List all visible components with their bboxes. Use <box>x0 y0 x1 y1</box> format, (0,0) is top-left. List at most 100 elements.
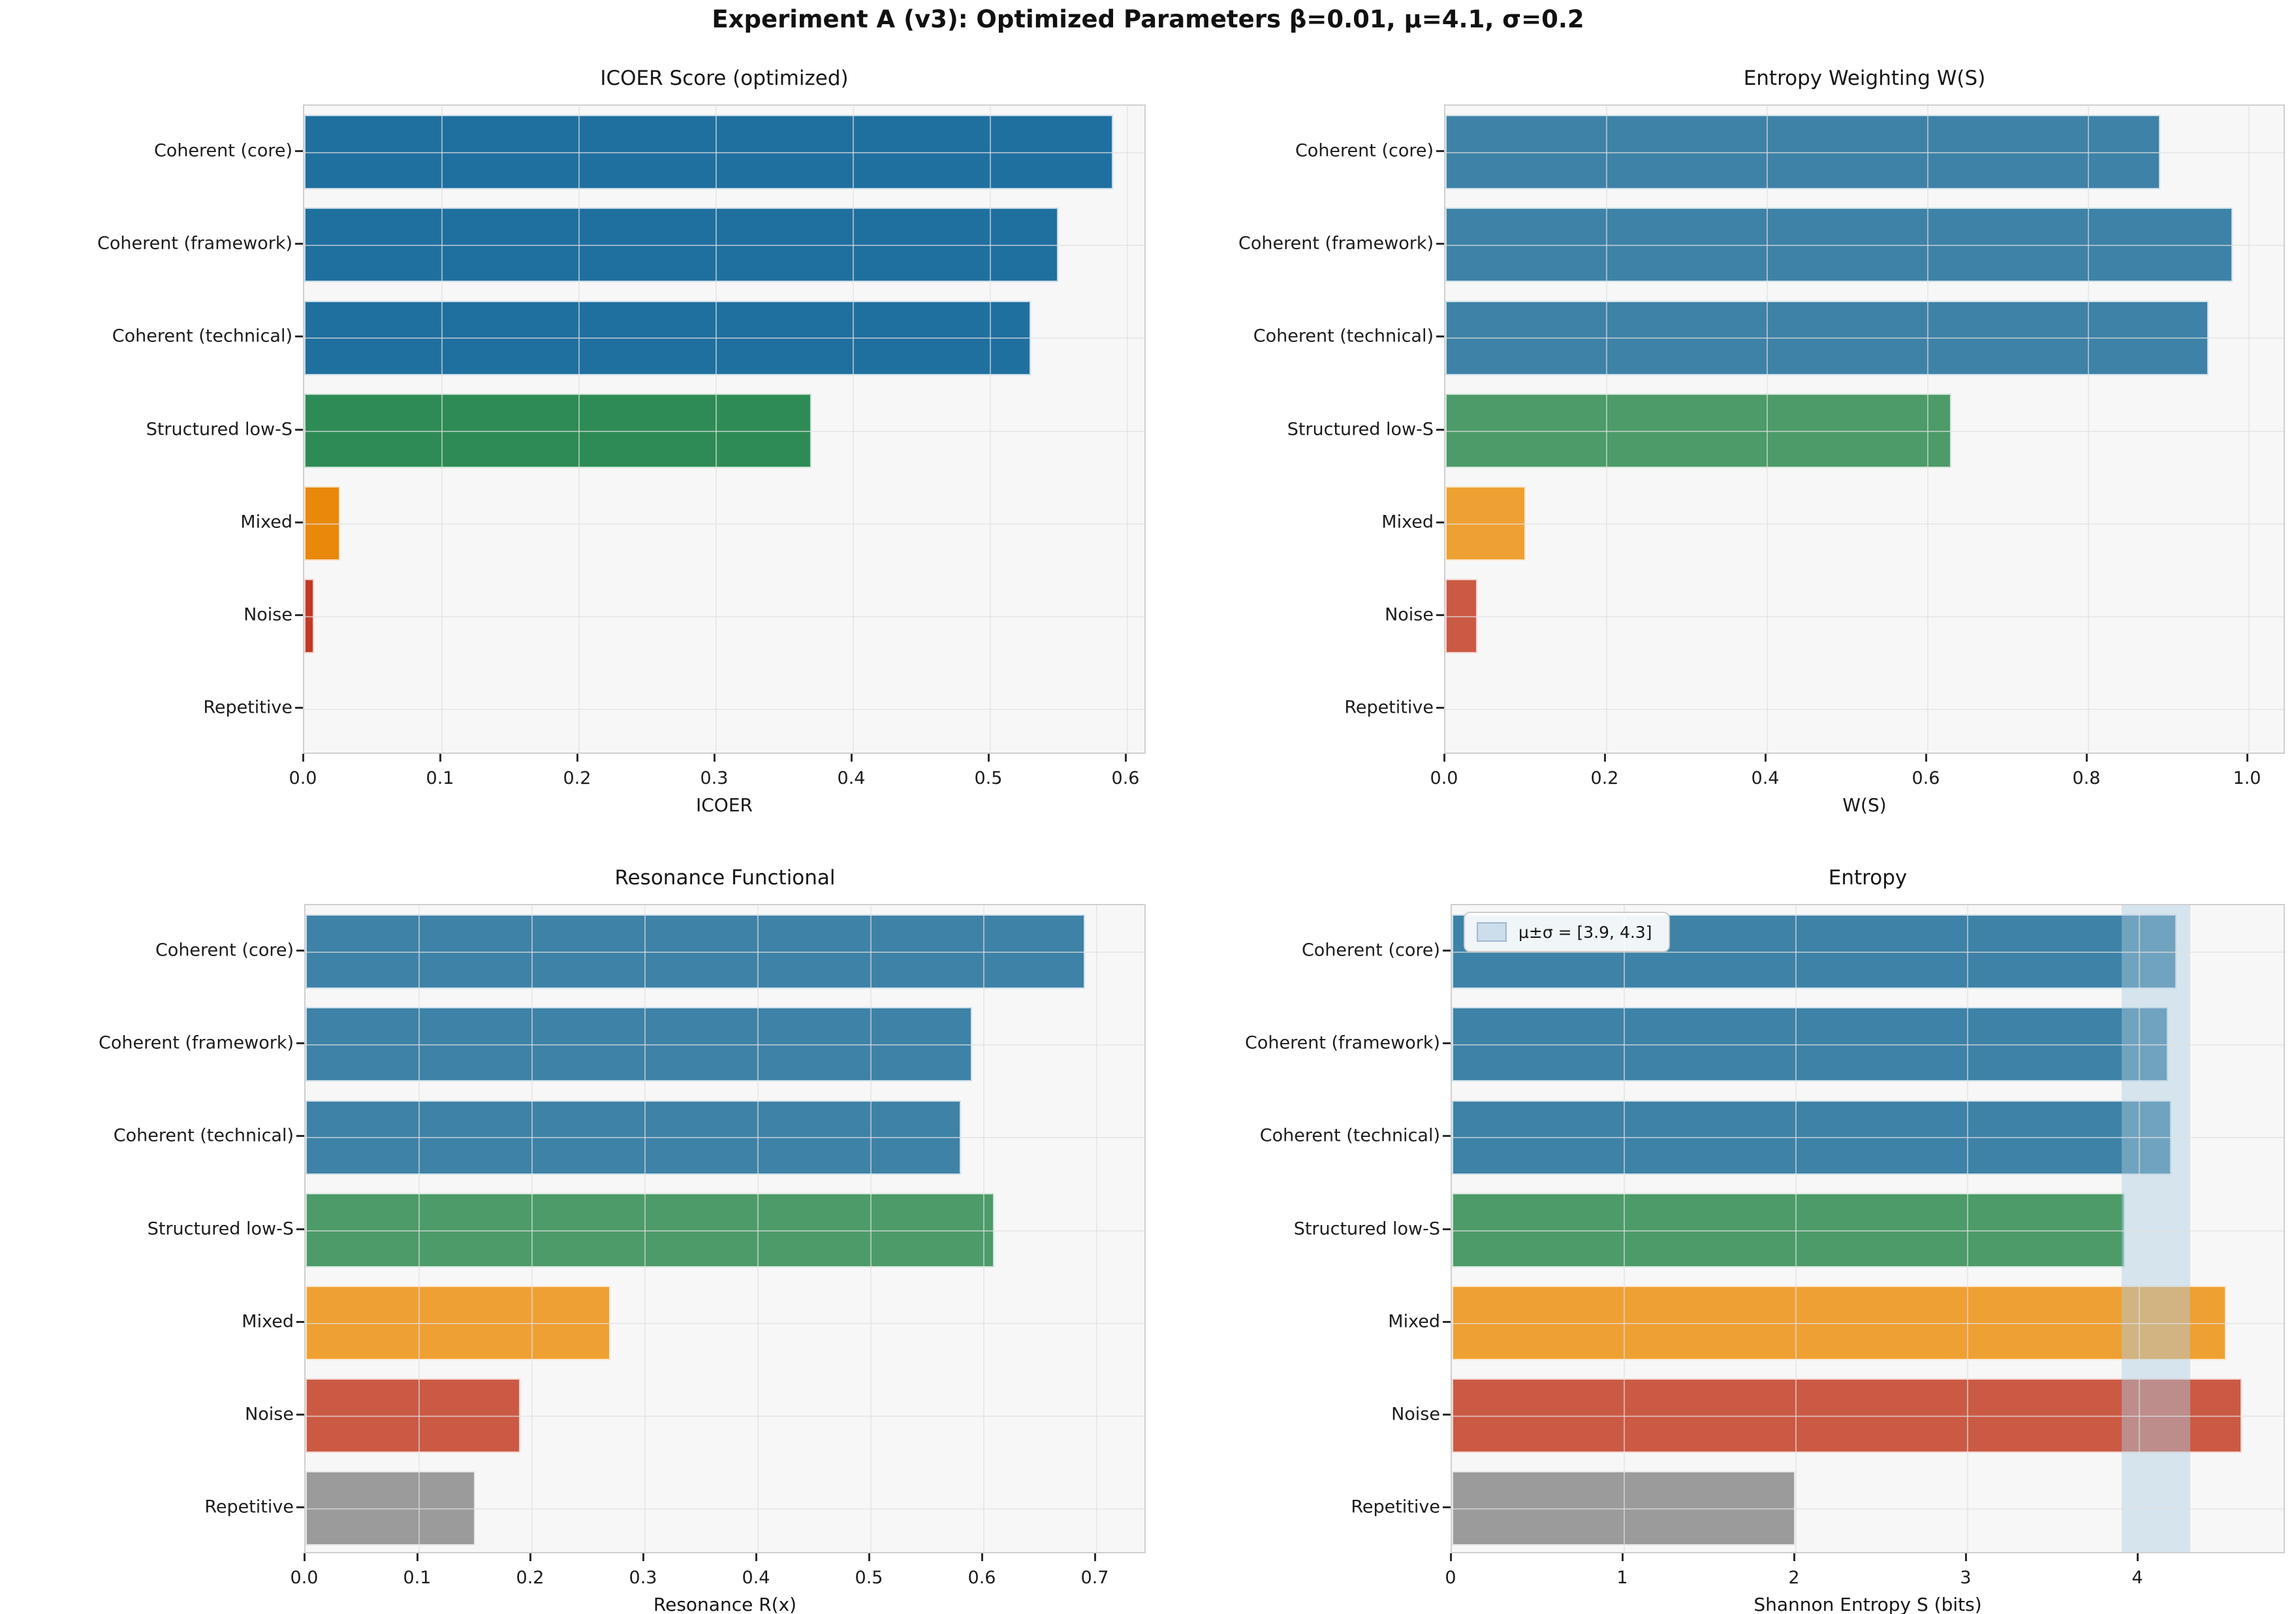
gridline-y <box>1452 1137 2284 1138</box>
x-tick-label: 0.0 <box>289 768 317 788</box>
gridline-y <box>304 616 1144 617</box>
y-tick-mark <box>295 150 303 152</box>
x-tick-mark <box>302 754 304 762</box>
gridline-x <box>716 106 717 753</box>
x-tick-label: 0.2 <box>516 1568 544 1588</box>
gridline-y <box>1445 431 2284 432</box>
x-tick-mark <box>1604 754 1606 762</box>
gridline-x <box>870 905 872 1552</box>
gridline-x <box>853 106 854 753</box>
sigma-band <box>2122 905 2190 1552</box>
y-tick-mark <box>1436 243 1444 245</box>
x-tick-mark <box>642 1553 644 1561</box>
x-tick-mark <box>2086 754 2088 762</box>
y-tick-mark <box>295 707 303 709</box>
gridline-y <box>304 709 1144 710</box>
y-tick-label: Mixed <box>240 512 292 533</box>
x-tick-label: 0.6 <box>1111 768 1140 788</box>
x-tick-mark <box>868 1553 870 1561</box>
y-tick-mark <box>1443 1228 1451 1230</box>
gridline-x <box>1606 106 1607 753</box>
gridline-y <box>1445 709 2284 710</box>
gridline-y <box>1452 1323 2284 1324</box>
gridline-x <box>990 106 991 753</box>
y-tick-label: Coherent (core) <box>1301 940 1440 961</box>
x-tick-mark <box>529 1553 531 1561</box>
x-tick-mark <box>1925 754 1927 762</box>
gridline-y <box>304 523 1144 525</box>
gridline-y <box>304 337 1144 339</box>
x-tick-label: 0.7 <box>1080 1568 1109 1588</box>
y-tick-mark <box>296 1506 304 1508</box>
plot-area <box>1444 104 2285 754</box>
y-tick-label: Coherent (core) <box>1295 140 1434 161</box>
y-tick-mark <box>295 614 303 616</box>
x-tick-mark <box>439 754 441 762</box>
plot-area <box>1451 904 2285 1553</box>
x-axis-label: Shannon Entropy S (bits) <box>1753 1594 1982 1614</box>
gridline-x <box>1096 905 1097 1552</box>
gridline-y <box>1452 1230 2284 1232</box>
x-tick-mark <box>714 754 716 762</box>
x-tick-mark <box>1443 754 1445 762</box>
y-tick-mark <box>1443 1135 1451 1137</box>
y-tick-label: Noise <box>1385 604 1434 625</box>
y-tick-mark <box>1443 1414 1451 1416</box>
x-tick-label: 0.4 <box>742 1568 770 1588</box>
x-tick-mark <box>1094 1553 1096 1561</box>
y-tick-mark <box>1443 1321 1451 1323</box>
y-tick-mark <box>295 429 303 431</box>
y-tick-mark <box>296 1414 304 1416</box>
x-tick-mark <box>981 1553 983 1561</box>
x-tick-label: 0.8 <box>2072 768 2101 788</box>
subplot-title: Entropy <box>1828 866 1908 890</box>
gridline-x <box>2088 106 2089 753</box>
x-tick-mark <box>1793 1553 1795 1561</box>
x-tick-label: 3 <box>1960 1568 1972 1588</box>
gridline-x <box>1624 905 1625 1552</box>
y-tick-label: Structured low-S <box>147 1218 294 1239</box>
x-tick-label: 0.3 <box>700 768 729 788</box>
figure-title: Experiment A (v3): Optimized Parameters … <box>712 5 1584 33</box>
y-tick-label: Coherent (core) <box>153 140 292 161</box>
x-tick-mark <box>988 754 990 762</box>
x-axis-label: Resonance R(x) <box>653 1594 797 1614</box>
gridline-x <box>1927 106 1928 753</box>
y-tick-label: Coherent (technical) <box>1253 326 1434 347</box>
x-tick-label: 0.6 <box>1911 768 1940 788</box>
x-tick-mark <box>1125 754 1127 762</box>
y-tick-mark <box>295 335 303 337</box>
x-tick-mark <box>1765 754 1767 762</box>
subplot-title: Entropy Weighting W(S) <box>1743 67 1986 90</box>
gridline-x <box>2139 905 2140 1552</box>
y-tick-label: Coherent (framework) <box>97 233 292 254</box>
x-tick-label: 1 <box>1616 1568 1628 1588</box>
gridline-x <box>644 905 646 1552</box>
x-tick-mark <box>2137 1553 2139 1561</box>
x-tick-label: 0.2 <box>563 768 591 788</box>
x-tick-mark <box>417 1553 418 1561</box>
gridline-y <box>1445 337 2284 339</box>
gridline-y <box>1445 523 2284 525</box>
gridline-y <box>306 1230 1144 1232</box>
x-tick-mark <box>1965 1553 1967 1561</box>
gridline-y <box>306 1323 1144 1324</box>
y-tick-label: Coherent (technical) <box>113 1125 294 1146</box>
gridline-x <box>531 905 533 1552</box>
gridline-x <box>578 106 580 753</box>
gridline-y <box>1452 1508 2284 1510</box>
gridline-y <box>1445 152 2284 153</box>
y-tick-mark <box>1436 429 1444 431</box>
y-tick-label: Coherent (framework) <box>99 1032 294 1053</box>
y-tick-label: Mixed <box>242 1311 294 1332</box>
y-tick-mark <box>1443 950 1451 952</box>
gridline-x <box>418 905 420 1552</box>
y-tick-mark <box>295 521 303 523</box>
y-tick-mark <box>296 1228 304 1230</box>
legend-label: μ±σ = [3.9, 4.3] <box>1518 922 1652 942</box>
y-tick-mark <box>1436 707 1444 709</box>
x-axis-label: W(S) <box>1842 794 1887 816</box>
y-tick-label: Structured low-S <box>1293 1218 1440 1239</box>
x-tick-label: 0 <box>1445 1568 1456 1588</box>
x-tick-mark <box>1450 1553 1452 1561</box>
